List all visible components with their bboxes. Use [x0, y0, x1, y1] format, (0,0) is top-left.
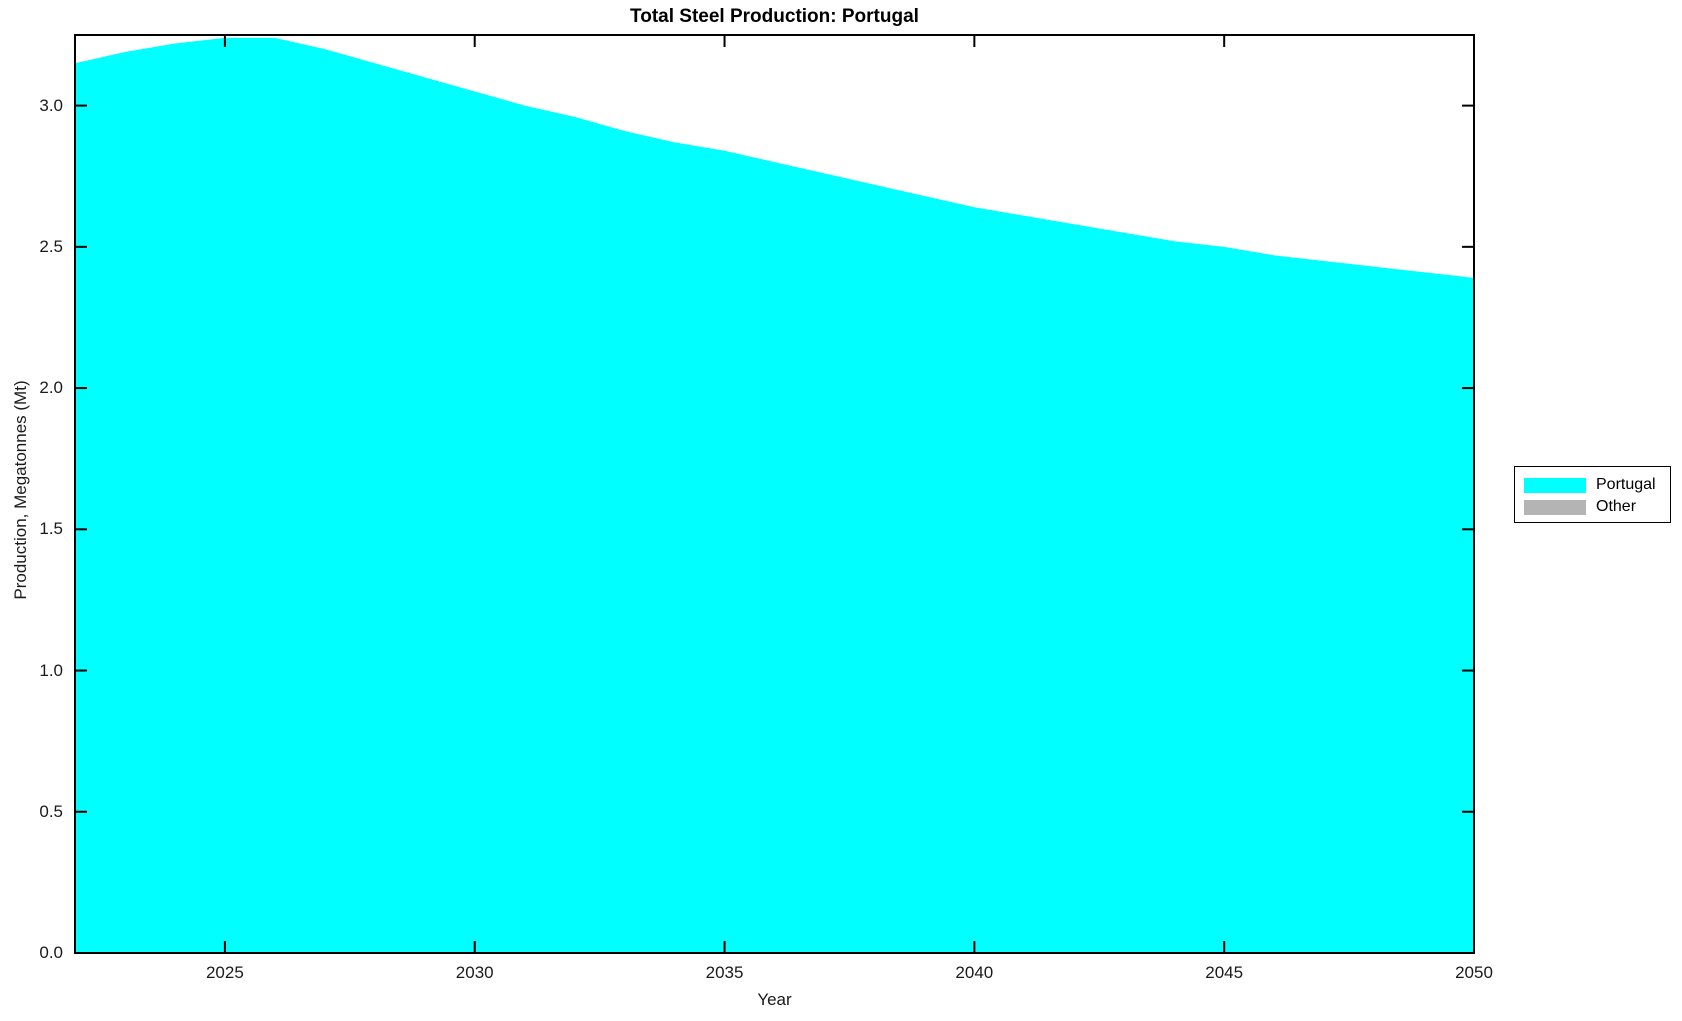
legend-label-portugal: Portugal — [1596, 476, 1656, 493]
legend: Portugal Other — [1514, 466, 1671, 523]
x-tick-label: 2040 — [955, 963, 994, 982]
y-tick-label: 0.0 — [39, 943, 63, 962]
y-tick-label: 1.5 — [39, 519, 63, 539]
area-portugal — [75, 37, 1474, 954]
chart-title: Total Steel Production: Portugal — [630, 6, 919, 27]
x-tick-label: 2025 — [205, 963, 244, 982]
y-tick-label: 0.5 — [39, 801, 63, 821]
y-tick-label: 1.0 — [39, 660, 63, 680]
y-axis-label: Production, Megatonnes (Mt) — [11, 380, 30, 600]
legend-swatch-portugal — [1524, 477, 1586, 493]
x-tick-label: 2035 — [705, 963, 744, 982]
legend-swatch-other — [1524, 499, 1586, 515]
legend-label-other: Other — [1596, 498, 1637, 515]
legend-entry-portugal: Portugal — [1524, 474, 1670, 496]
legend-entry-other: Other — [1524, 496, 1670, 518]
y-tick-label: 3.0 — [39, 95, 63, 115]
x-tick-label: 2050 — [1455, 963, 1493, 982]
x-axis-label: Year — [757, 990, 792, 1009]
y-tick-label: 2.0 — [39, 378, 63, 398]
x-tick-label: 2045 — [1205, 963, 1244, 982]
axes-box — [74, 34, 1475, 954]
y-tick-label: 2.5 — [39, 236, 63, 256]
x-tick-label: 2030 — [455, 963, 494, 982]
